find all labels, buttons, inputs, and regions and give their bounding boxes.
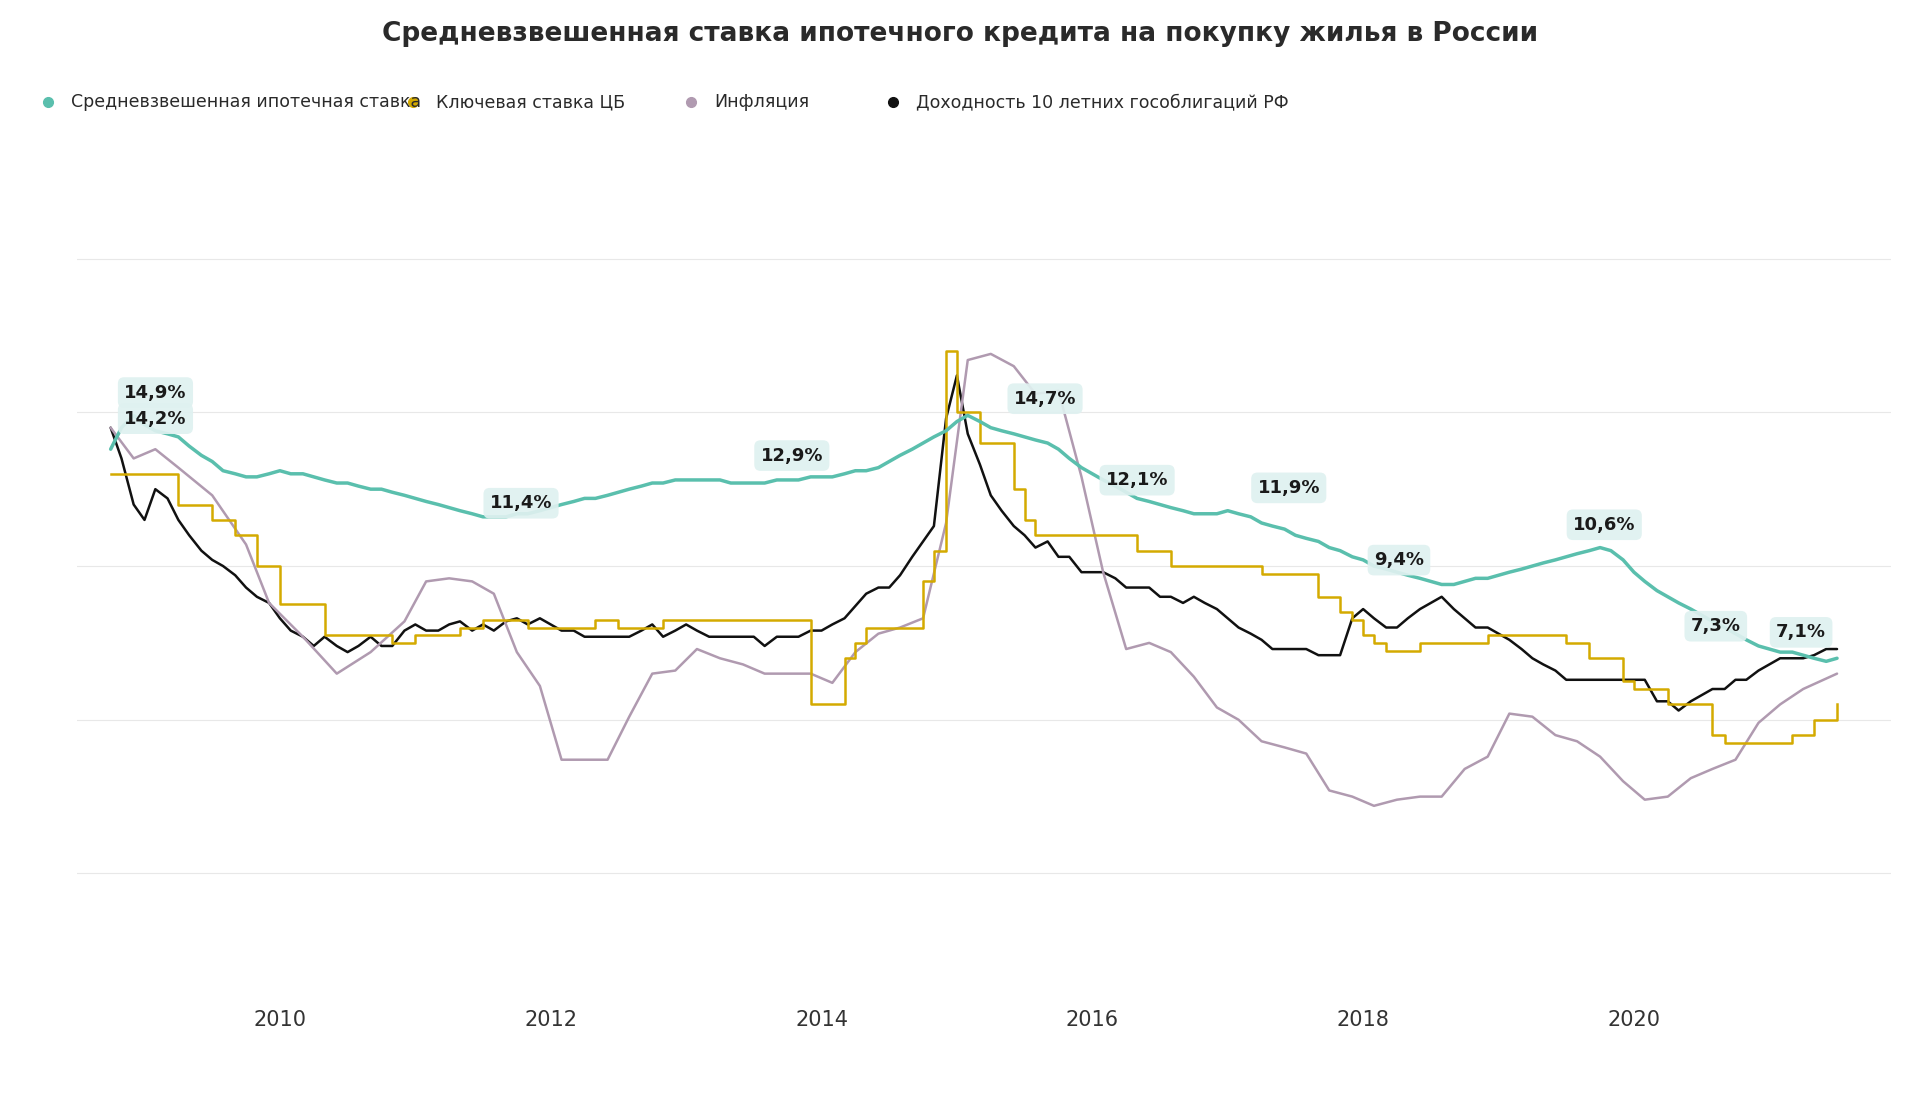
Text: 14,7%: 14,7% (1014, 390, 1077, 407)
Text: Средневзвешенная ипотечная ставка: Средневзвешенная ипотечная ставка (71, 93, 420, 112)
Text: 11,9%: 11,9% (1258, 479, 1321, 497)
Text: 11,4%: 11,4% (490, 494, 553, 512)
Text: Доходность 10 летних гособлигаций РФ: Доходность 10 летних гособлигаций РФ (916, 93, 1288, 112)
Text: 14,9%: 14,9% (125, 383, 186, 402)
Text: Средневзвешенная ставка ипотечного кредита на покупку жилья в России: Средневзвешенная ставка ипотечного креди… (382, 21, 1538, 47)
Text: 9,4%: 9,4% (1375, 551, 1425, 569)
Text: Инфляция: Инфляция (714, 93, 810, 112)
Text: 10,6%: 10,6% (1572, 516, 1636, 533)
Text: 12,9%: 12,9% (760, 447, 824, 464)
Text: 14,2%: 14,2% (125, 410, 186, 428)
Text: 7,1%: 7,1% (1776, 623, 1826, 642)
Text: Ключевая ставка ЦБ: Ключевая ставка ЦБ (436, 93, 626, 112)
Text: 7,3%: 7,3% (1692, 618, 1741, 635)
Text: 12,1%: 12,1% (1106, 471, 1169, 489)
